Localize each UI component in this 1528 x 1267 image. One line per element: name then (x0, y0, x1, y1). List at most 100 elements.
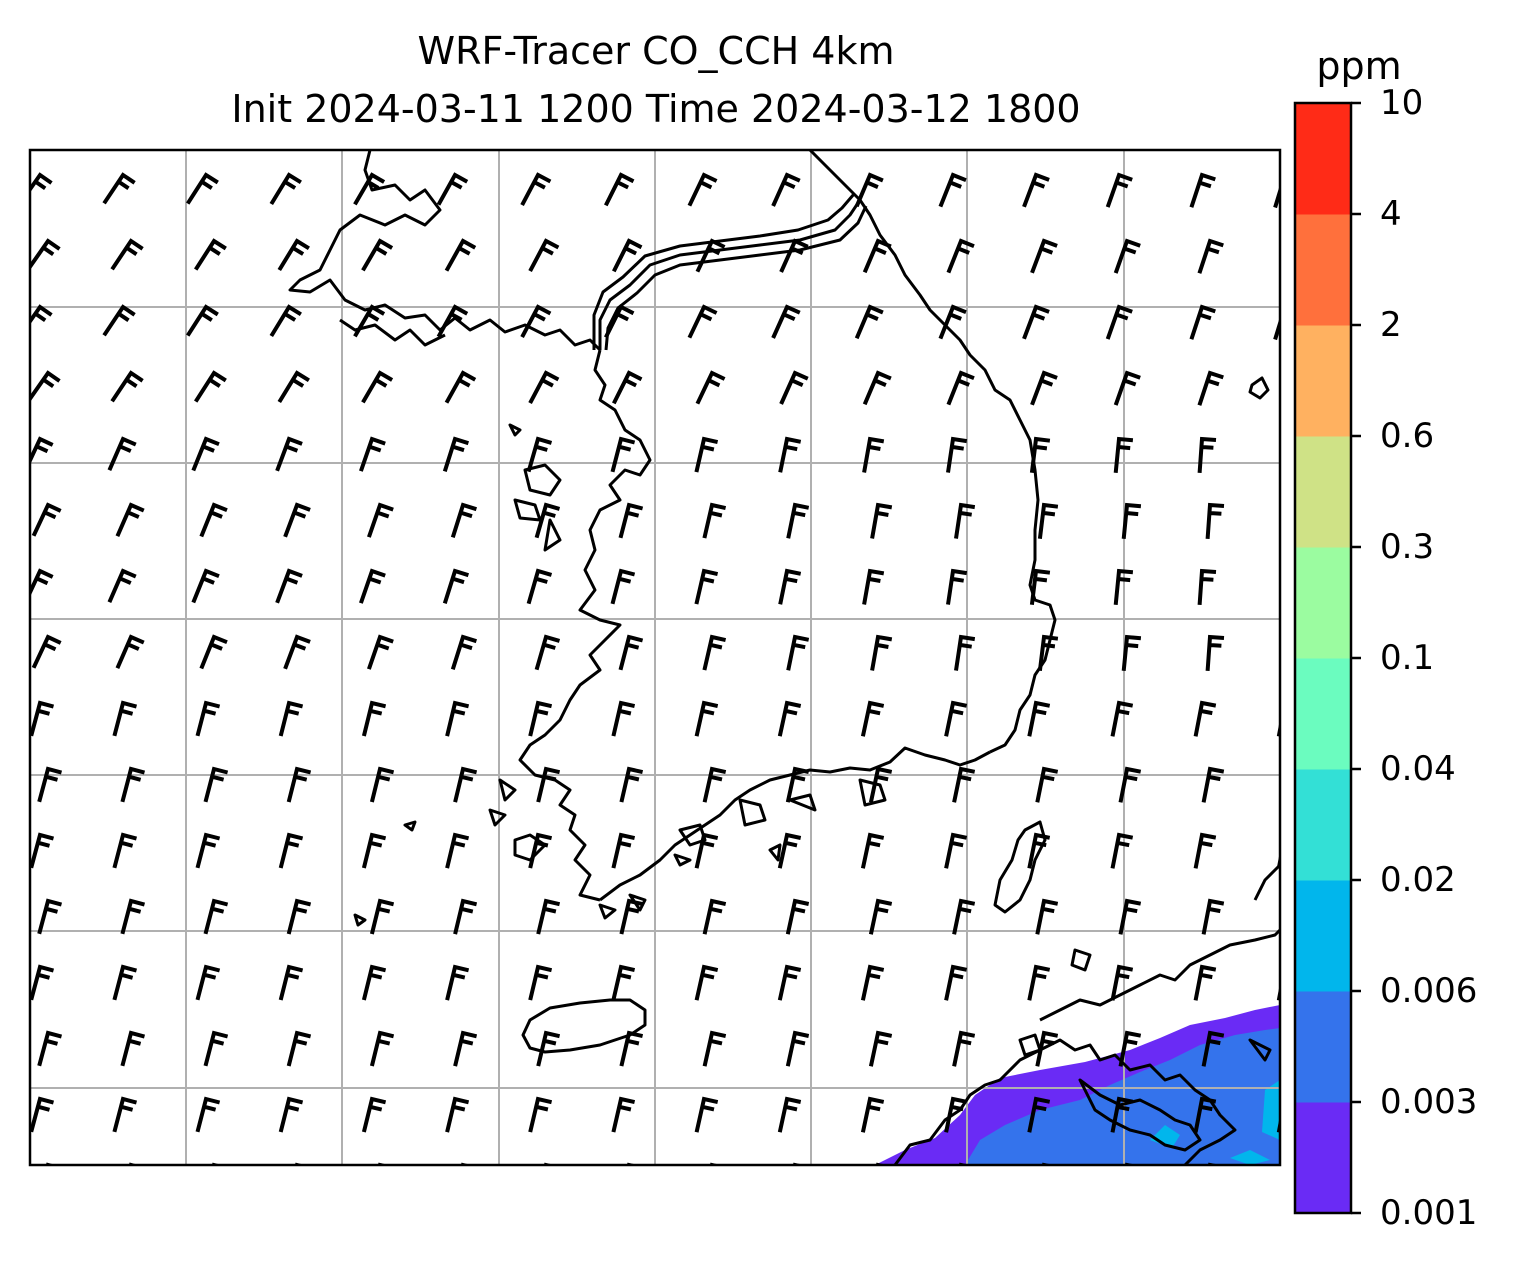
wind-barb (278, 964, 304, 1001)
colorbar-segment (1295, 325, 1351, 437)
colorbar-segment (1295, 658, 1351, 770)
wind-barb (778, 436, 802, 473)
colorbar-tick-label: 2 (1380, 305, 1402, 345)
wind-barb (195, 832, 221, 869)
wind-barb (1273, 316, 1280, 341)
coastline-korea-east (858, 199, 1057, 754)
colorbar-segment (1295, 880, 1351, 992)
coastline-jeju (521, 998, 647, 1054)
wind-barb (1205, 634, 1225, 672)
wind-barb (30, 172, 53, 193)
wind-barb (286, 1030, 312, 1067)
wind-barb (128, 1162, 139, 1165)
wind-barb (1022, 172, 1050, 208)
wind-barb (785, 898, 810, 935)
wind-barb (442, 568, 469, 605)
wind-barb (444, 370, 477, 404)
wind-barb (1027, 700, 1051, 737)
wind-barb (186, 304, 219, 337)
wind-barb (702, 1030, 727, 1067)
wind-barb (611, 964, 636, 1001)
wind-barb (526, 436, 553, 473)
wind-barb (1037, 634, 1059, 671)
colorbar (1295, 103, 1351, 1214)
wind-barb (367, 634, 394, 670)
colorbar-segment (1295, 991, 1351, 1103)
wind-barb (694, 832, 719, 869)
wind-barb (1027, 964, 1051, 1001)
wind-barb (709, 1162, 722, 1165)
wind-barb (694, 568, 719, 605)
wind-barb (694, 436, 719, 473)
wind-barb (694, 964, 719, 1001)
coastline-inland-sea (1078, 1078, 1202, 1152)
wind-barb (1105, 304, 1133, 340)
wind-barb (275, 436, 303, 472)
wind-barb (1030, 370, 1058, 406)
wind-barb (1193, 700, 1217, 737)
wind-barb (618, 502, 644, 539)
wind-barb (102, 172, 136, 205)
wind-barb (777, 832, 802, 869)
wind-barb (944, 700, 968, 737)
wind-barb (520, 172, 552, 207)
wind-barb (1035, 898, 1059, 935)
wind-barb (369, 898, 395, 935)
colorbar-unit-label: ppm (1316, 44, 1402, 88)
wind-barb (1113, 436, 1134, 473)
wind-barb (536, 898, 561, 935)
wind-barb (694, 1096, 719, 1133)
wind-barb (31, 634, 62, 669)
wind-barb (31, 502, 62, 537)
wind-barb (453, 766, 478, 803)
colorbar-tick-label: 0.003 (1380, 1082, 1478, 1122)
wind-barb (286, 898, 312, 935)
colorbar-tick-label: 0.006 (1380, 971, 1478, 1011)
wind-barb (442, 436, 469, 473)
colorbar-segment (1295, 547, 1351, 659)
colorbar-tick-label: 0.6 (1380, 416, 1435, 456)
wind-barb (946, 238, 975, 274)
wind-barb (112, 700, 138, 737)
wind-barb (283, 502, 311, 538)
wind-barb (870, 502, 893, 539)
wind-barb (954, 502, 976, 539)
wind-barb (112, 832, 138, 869)
wind-barb (1189, 172, 1216, 208)
wind-barb (786, 502, 810, 539)
wind-barb (610, 568, 636, 605)
wind-barb (191, 568, 220, 604)
wind-barb (612, 370, 643, 405)
wind-barb (1029, 568, 1051, 605)
wind-barb (286, 766, 312, 803)
wind-barb (604, 172, 635, 207)
wind-barb (618, 634, 644, 671)
wind-barb (195, 964, 221, 1001)
coastline-korea-west (518, 349, 652, 902)
coastline-honshu-west (1039, 928, 1280, 1022)
wind-barb (536, 766, 561, 803)
wind-barb (619, 766, 644, 803)
wind-barb (534, 634, 561, 671)
wind-barb (862, 370, 892, 406)
wind-barb (110, 370, 144, 403)
wind-barb (1121, 502, 1142, 539)
wind-barb (1110, 832, 1134, 869)
wind-barb (868, 898, 893, 935)
wind-barb (269, 172, 302, 206)
wind-barb (453, 1030, 478, 1067)
wind-barb (269, 304, 302, 338)
wind-barb (203, 898, 229, 935)
coastline-liaodong-bay (339, 318, 446, 347)
wind-barb (687, 172, 718, 207)
wind-barb (191, 436, 220, 472)
wind-barb (695, 370, 726, 405)
wind-barb (445, 964, 470, 1001)
wind-barb (786, 634, 810, 671)
wind-barb (1110, 1096, 1134, 1133)
wind-barb (534, 502, 561, 539)
colorbar-segment (1295, 103, 1351, 215)
wind-barb (702, 634, 727, 671)
wind-barb (611, 832, 636, 869)
wind-barb (785, 766, 810, 803)
